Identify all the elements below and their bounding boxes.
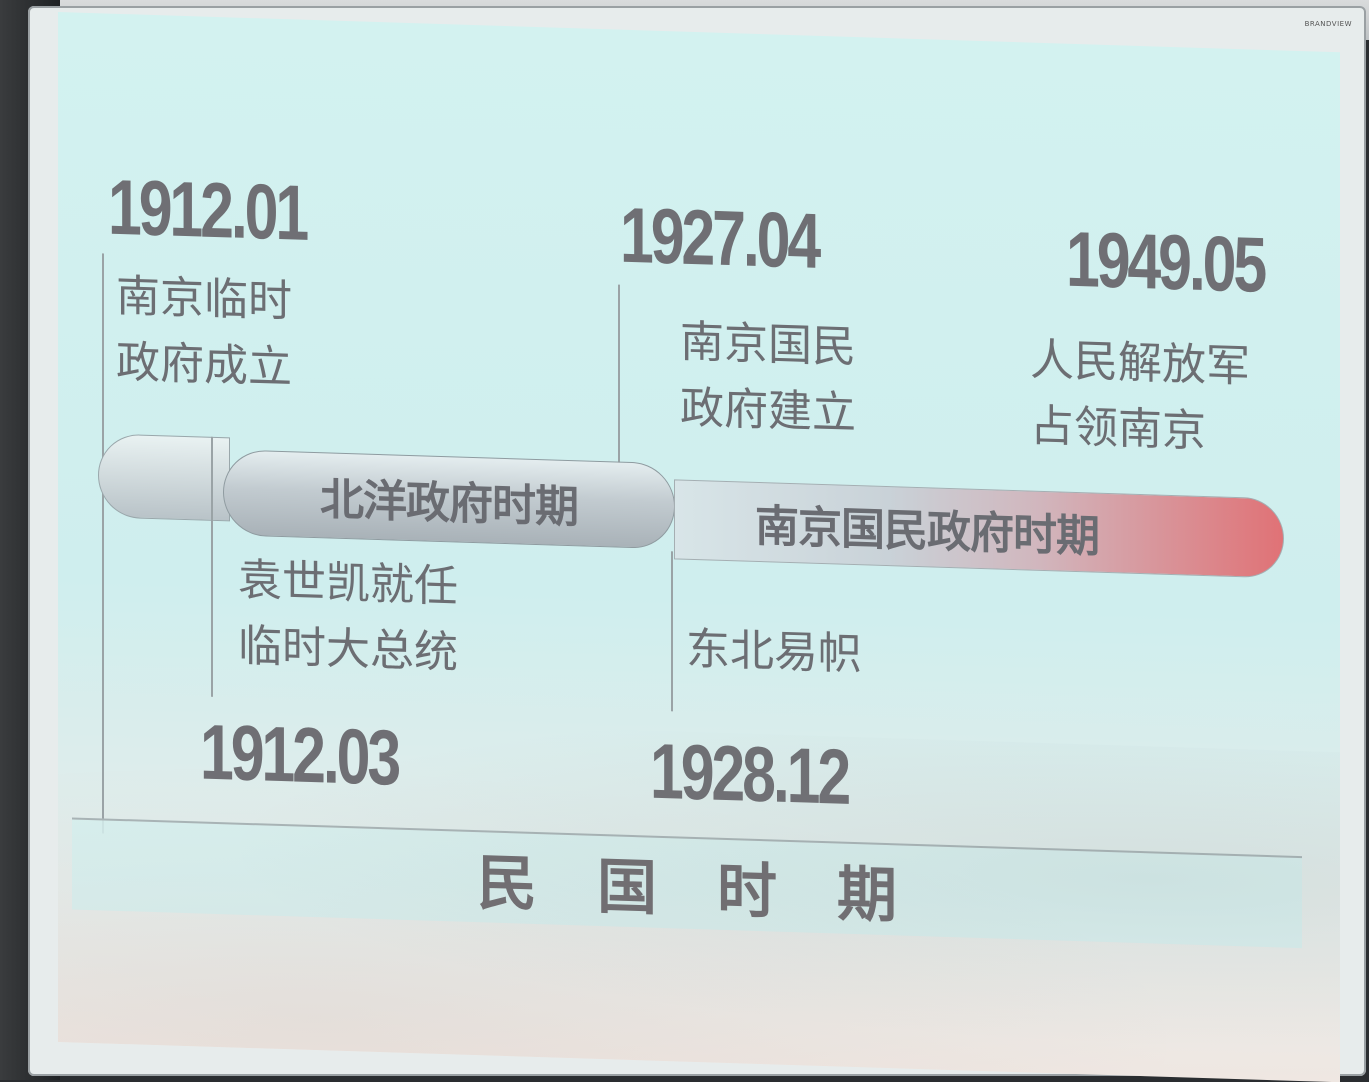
event-description: 人民解放军 占领南京 [1030,334,1250,458]
screen-brand-label: BRANDVIEW [1304,20,1352,28]
event-date: 1912.03 [200,707,399,802]
timeline-connector [211,436,213,697]
event-date: 1928.12 [650,726,849,821]
period-bar-nanjing: 南京国民政府时期 [674,479,1284,579]
event-description: 袁世凯就任 临时大总统 [238,554,458,679]
period-bar-beiyang: 北洋政府时期 [223,449,675,550]
slide: 1912.01 南京临时 政府成立 1927.04 南京国民 政府建立 1949… [58,12,1340,1082]
period-label: 北洋政府时期 [320,474,578,534]
event-date: 1949.05 [1066,214,1265,309]
timeline-connector [102,253,104,834]
slide-title: 民国时期 [477,847,957,933]
period-label: 南京国民政府时期 [755,500,1099,563]
event-date: 1927.04 [620,190,819,285]
timeline-connector [618,284,620,470]
event-description: 南京临时 政府成立 [116,270,292,394]
event-description: 东北易帜 [686,623,862,681]
timeline-connector [671,551,673,712]
event-description: 南京国民 政府建立 [680,316,856,440]
event-date: 1912.01 [108,162,307,257]
slide-footer: 民国时期 [72,817,1302,949]
